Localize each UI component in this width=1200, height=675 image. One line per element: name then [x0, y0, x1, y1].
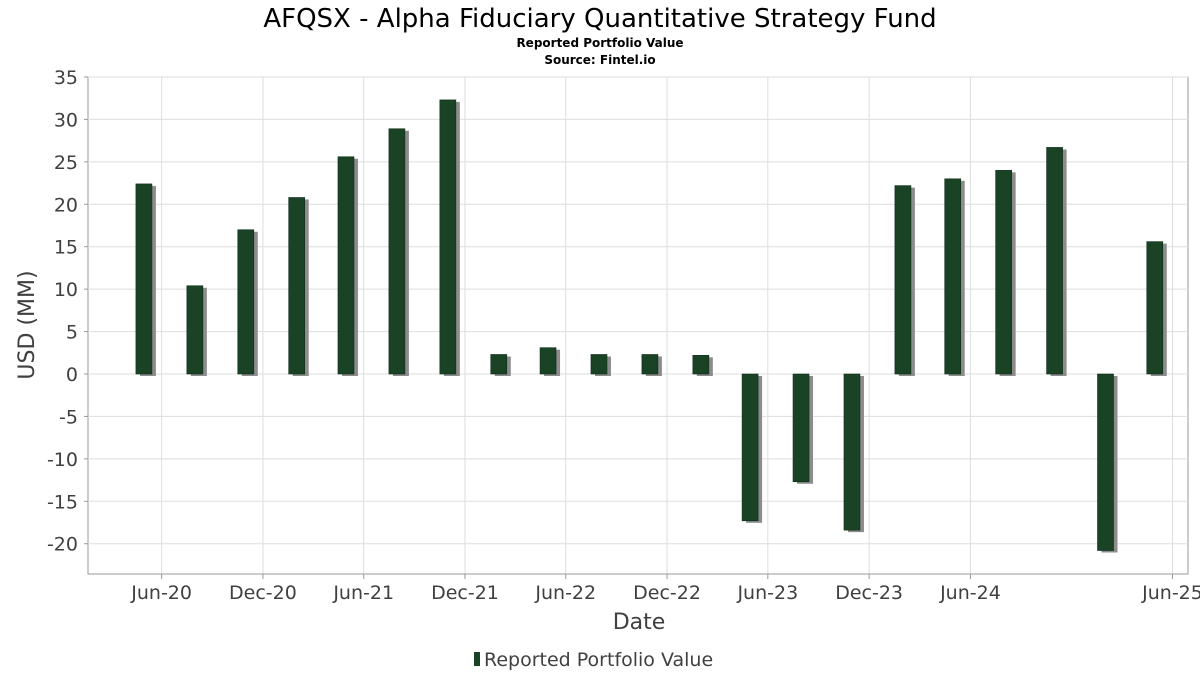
y-tick-label: 20 — [54, 194, 78, 216]
chart-subtitle: Reported Portfolio Value — [516, 36, 683, 50]
bars — [135, 99, 1167, 553]
x-tick-label: Jun-20 — [130, 582, 192, 604]
bar-body — [439, 99, 457, 375]
bar-body — [337, 156, 355, 375]
bar — [995, 170, 1016, 376]
bar-body — [237, 229, 255, 375]
x-tick-label: Jun-22 — [534, 582, 596, 604]
bar — [1046, 147, 1067, 376]
chart-title: AFQSX - Alpha Fiduciary Quantitative Str… — [263, 4, 936, 34]
bar — [792, 373, 814, 484]
y-axis-ticks: 35 30 25 20 15 10 5 0 -5 -10 -15 -20 — [47, 67, 88, 556]
x-tick-label: Jun-24 — [939, 582, 1001, 604]
y-tick-label: 35 — [54, 67, 78, 89]
bar — [388, 128, 409, 376]
bar — [843, 373, 864, 533]
y-tick-label: 15 — [54, 237, 78, 259]
chart-source: Source: Fintel.io — [544, 53, 655, 67]
y-tick-label: 5 — [66, 322, 78, 344]
y-tick-label: 10 — [54, 279, 78, 301]
bar — [1146, 241, 1167, 376]
bar — [135, 183, 156, 376]
bar — [490, 354, 511, 376]
bar-body — [741, 373, 759, 522]
bar-body — [1146, 241, 1164, 375]
bar-body — [995, 170, 1012, 375]
x-axis-ticks: Jun-20 Dec-20 Jun-21 Dec-21 Jun-22 Dec-22 Jun-… — [88, 573, 1200, 604]
bar-body — [388, 128, 406, 375]
bar — [439, 99, 460, 376]
x-tick-label: Jun-21 — [332, 582, 394, 604]
bar-body — [288, 197, 306, 375]
legend: Reported Portfolio Value — [474, 649, 713, 671]
bar — [1097, 373, 1118, 553]
bar — [337, 156, 358, 376]
y-tick-label: 25 — [54, 152, 78, 174]
bar — [692, 355, 713, 376]
x-tick-label: Dec-20 — [229, 582, 297, 604]
x-tick-label: Dec-22 — [633, 582, 701, 604]
y-axis-label: USD (MM) — [15, 270, 40, 379]
x-tick-label: Dec-21 — [431, 582, 499, 604]
bar — [186, 285, 207, 376]
bar — [641, 354, 662, 376]
bar — [894, 185, 915, 376]
legend-label: Reported Portfolio Value — [484, 649, 713, 671]
y-tick-label: -10 — [47, 449, 78, 471]
y-tick-label: 0 — [66, 364, 78, 386]
x-tick-label: Jun-25 — [1141, 582, 1200, 604]
bar-body — [490, 354, 508, 375]
bar — [237, 229, 258, 376]
bar — [288, 197, 309, 376]
x-tick-label: Jun-23 — [736, 582, 798, 604]
y-tick-label: -5 — [59, 406, 78, 428]
bar — [590, 354, 611, 376]
bar-body — [843, 373, 861, 531]
y-tick-label: 30 — [54, 109, 78, 131]
bar-body — [539, 347, 557, 375]
bar-body — [944, 178, 962, 375]
bar-body — [1046, 147, 1063, 375]
bar-body — [641, 354, 659, 375]
bar-body — [590, 354, 608, 375]
bar-body — [894, 185, 912, 375]
y-tick-label: -15 — [47, 491, 78, 513]
bar — [944, 178, 965, 376]
bar — [539, 347, 561, 376]
bar-body — [186, 285, 204, 375]
bar-body — [692, 355, 710, 375]
bar — [741, 373, 763, 523]
bar-body — [1097, 373, 1114, 551]
bar-body — [792, 373, 810, 483]
legend-swatch — [474, 652, 480, 666]
x-tick-label: Dec-23 — [835, 582, 903, 604]
x-axis-label: Date — [613, 610, 666, 635]
bar-body — [135, 183, 153, 375]
y-tick-label: -20 — [47, 534, 78, 556]
